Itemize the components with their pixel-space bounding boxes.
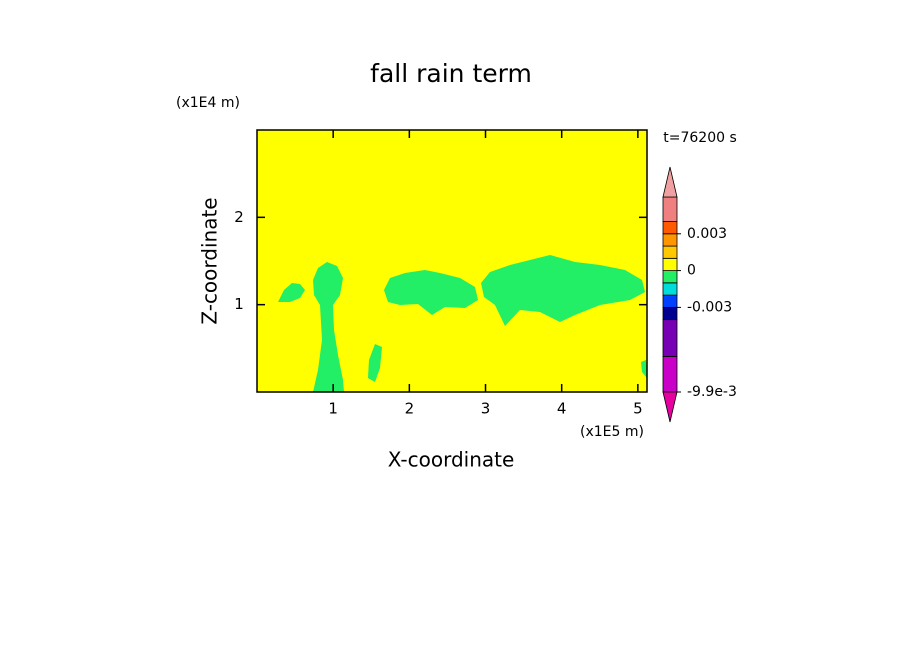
x-tick-label: 5 — [633, 400, 643, 418]
colorbar-box — [662, 306, 678, 321]
colorbar-box — [662, 257, 678, 271]
contour-region — [641, 360, 647, 378]
contour-background — [257, 130, 647, 392]
contour-region — [278, 283, 305, 302]
contour-region — [481, 255, 645, 326]
contour-region — [384, 270, 478, 315]
x-tick-label: 3 — [481, 400, 491, 418]
colorbar-tick-label: -9.9e-3 — [687, 384, 737, 400]
colorbar-box — [662, 221, 678, 235]
colorbar-tick-label: 0.003 — [687, 226, 727, 242]
contour-region — [368, 344, 382, 382]
colorbar-box — [662, 270, 678, 284]
colorbar-box — [662, 356, 678, 393]
colorbar-box — [662, 282, 678, 296]
colorbar-tick-label: 0 — [687, 263, 696, 279]
x-axis-label: X-coordinate — [388, 448, 515, 472]
colorbar-box — [662, 233, 678, 247]
colorbar-box — [662, 196, 678, 222]
colorbar-extend-low — [662, 391, 678, 423]
colorbar-box — [662, 245, 678, 259]
plot-frame — [256, 129, 648, 393]
x-unit: (x1E5 m) — [580, 424, 644, 440]
y-unit: (x1E4 m) — [176, 95, 240, 111]
x-tick-label: 1 — [328, 400, 338, 418]
y-tick-label: 2 — [234, 208, 244, 226]
x-tick-label: 4 — [557, 400, 567, 418]
x-tick-label: 2 — [405, 400, 415, 418]
colorbar-box — [662, 294, 678, 308]
colorbar-extend-high — [662, 166, 678, 198]
contour-field — [257, 130, 647, 392]
contour-region — [313, 262, 344, 392]
y-tick-label: 1 — [234, 295, 244, 313]
chart-title: fall rain term — [370, 59, 532, 88]
y-axis-label: Z-coordinate — [198, 197, 222, 324]
colorbar-box — [662, 319, 678, 357]
time-annotation: t=76200 s — [663, 130, 737, 146]
colorbar-tick-label: -0.003 — [687, 299, 732, 315]
